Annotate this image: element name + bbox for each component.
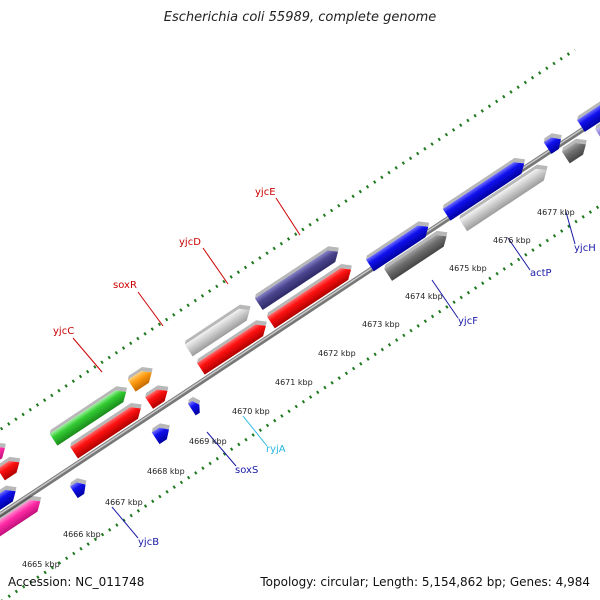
gene-darkgray-right-bevel: [561, 138, 587, 152]
gene-ryjA[interactable]: [186, 395, 205, 416]
kbp-label: 4674 kbp: [405, 292, 443, 301]
gene-yjcF-darkgray[interactable]: [383, 226, 453, 281]
gene-yjcD-gray-body: [184, 308, 250, 357]
gene-yjcF-blue-body: [366, 225, 429, 272]
gene-yjcF-blue[interactable]: [364, 217, 434, 272]
gene-blue-upper[interactable]: [441, 154, 530, 221]
genome-summary-text: Topology: circular; Length: 5,154,862 bp…: [260, 575, 590, 589]
gene-label-soxS[interactable]: soxS: [235, 465, 258, 476]
gene-label-yjcD[interactable]: yjcD: [179, 237, 201, 248]
leader-soxR: [137, 291, 164, 327]
gene-blue-left-bevel: [0, 485, 17, 525]
gene-actP-gray[interactable]: [458, 160, 553, 232]
gene-soxS-red-body: [145, 389, 168, 409]
gene-yjcF-blue-bevel: [366, 221, 430, 260]
kbp-label: 4670 kbp: [232, 407, 270, 416]
gene-label-actP[interactable]: actP: [530, 268, 552, 279]
kbp-label: 4677 kbp: [537, 208, 575, 217]
gene-ryjA-body: [187, 401, 200, 416]
gene-label-yjcC[interactable]: yjcC: [53, 326, 74, 337]
kbp-label: 4675 kbp: [449, 264, 487, 273]
gene-blue-small-right-body: [543, 137, 561, 154]
gene-yjcC-red-body: [70, 407, 141, 459]
gene-darkgray-right-body: [561, 142, 586, 164]
kbp-label: 4665 kbp: [22, 560, 60, 569]
gene-label-soxR[interactable]: soxR: [113, 280, 137, 291]
gene-yjcC-green[interactable]: [48, 382, 132, 446]
leader-yjcH: [565, 211, 576, 245]
gene-red-small-left-bevel: [0, 456, 21, 469]
gene-blue-upper-body: [442, 162, 525, 221]
gene-features: [0, 72, 600, 555]
gene-blue-mid[interactable]: [68, 475, 92, 499]
gene-label-ryjA[interactable]: ryjA: [266, 444, 286, 455]
gene-pink-left-long-body: [0, 499, 41, 555]
gene-yjcD-gray-bevel: [184, 304, 251, 345]
kbp-label: 4671 kbp: [275, 378, 313, 387]
leader-ryjA: [242, 415, 268, 447]
gene-labels: yjcC soxR yjcD yjcE yjcB soxS ryjA yjcF …: [53, 187, 596, 548]
gene-blue-soxS-bevel: [151, 423, 170, 433]
gene-yjcE-navy-body: [254, 250, 339, 311]
gene-soxR-orange-bevel: [127, 366, 153, 380]
gene-soxS-red[interactable]: [144, 381, 174, 409]
kbp-label: 4673 kbp: [362, 320, 400, 329]
gene-blue-far-right[interactable]: [575, 72, 600, 132]
gene-soxR-orange-body: [127, 371, 152, 392]
gene-blue-mid-body: [70, 482, 86, 499]
gene-yjcE-navy[interactable]: [253, 242, 344, 311]
kbp-label: 4669 kbp: [189, 437, 227, 446]
gene-label-yjcH[interactable]: yjcH: [574, 243, 596, 254]
gene-soxR-orange[interactable]: [126, 363, 158, 392]
gene-yjcE-red-body: [267, 268, 352, 329]
gene-blue-soxS[interactable]: [150, 419, 175, 445]
gene-label-yjcE[interactable]: yjcE: [255, 187, 276, 198]
gene-darkgray-right[interactable]: [560, 134, 592, 164]
gene-yjcD-red-body: [196, 324, 266, 375]
gene-blue-far-right-body: [577, 80, 600, 132]
gene-pink-left-long-bevel: [0, 495, 42, 543]
kbp-label: 4676 kbp: [493, 236, 531, 245]
leader-yjcE: [275, 197, 301, 236]
accession-text: Accession: NC_011748: [8, 575, 145, 589]
gene-blue-left[interactable]: [0, 481, 22, 536]
gene-yjcE-red[interactable]: [265, 260, 357, 329]
gene-soxS-red-bevel: [145, 385, 169, 398]
label-leader-lines: [72, 197, 576, 539]
kbp-label: 4666 kbp: [63, 530, 101, 539]
gene-blue-small-right-bevel: [543, 133, 562, 143]
gene-yjcC-red[interactable]: [69, 399, 148, 459]
gene-blue-left-body: [0, 489, 16, 536]
leader-yjcD: [202, 247, 229, 285]
gene-red-small-left-body: [0, 460, 20, 481]
gene-yjcF-darkgray-body: [384, 234, 447, 281]
gene-yjcD-red[interactable]: [195, 316, 272, 375]
leader-yjcF: [431, 279, 459, 319]
gene-yjcF-darkgray-bevel: [384, 230, 448, 270]
gene-ryjA-bevel: [187, 396, 201, 405]
coordinate-tick-rows: [0, 48, 600, 600]
gene-pink-left-long[interactable]: [0, 491, 47, 555]
gene-yjcD-red-bevel: [196, 320, 267, 364]
gene-blue-soxS-body: [151, 427, 169, 445]
leader-soxS: [206, 431, 237, 467]
gene-label-yjcB[interactable]: yjcB: [138, 537, 159, 548]
map-title: Escherichia coli 55989, complete genome: [163, 10, 437, 25]
gene-actP-gray-body: [459, 168, 547, 232]
leader-yjcC: [72, 337, 103, 373]
leader-actP: [507, 237, 531, 271]
gene-blue-small-right[interactable]: [542, 129, 567, 154]
gene-yjcC-red-bevel: [70, 402, 142, 447]
leader-yjcB: [111, 506, 139, 539]
gene-blue-mid-bevel: [70, 478, 87, 487]
kbp-label: 4668 kbp: [147, 467, 185, 476]
gene-yjcC-green-body: [49, 390, 127, 446]
gene-label-yjcF[interactable]: yjcF: [458, 316, 478, 327]
kbp-label: 4667 kbp: [105, 498, 143, 507]
coordinate-labels: 4665 kbp 4666 kbp 4667 kbp 4668 kbp 4669…: [22, 208, 575, 569]
kbp-label: 4672 kbp: [318, 349, 356, 358]
gene-yjcD-gray[interactable]: [183, 300, 256, 357]
gene-red-small-left[interactable]: [0, 452, 26, 481]
